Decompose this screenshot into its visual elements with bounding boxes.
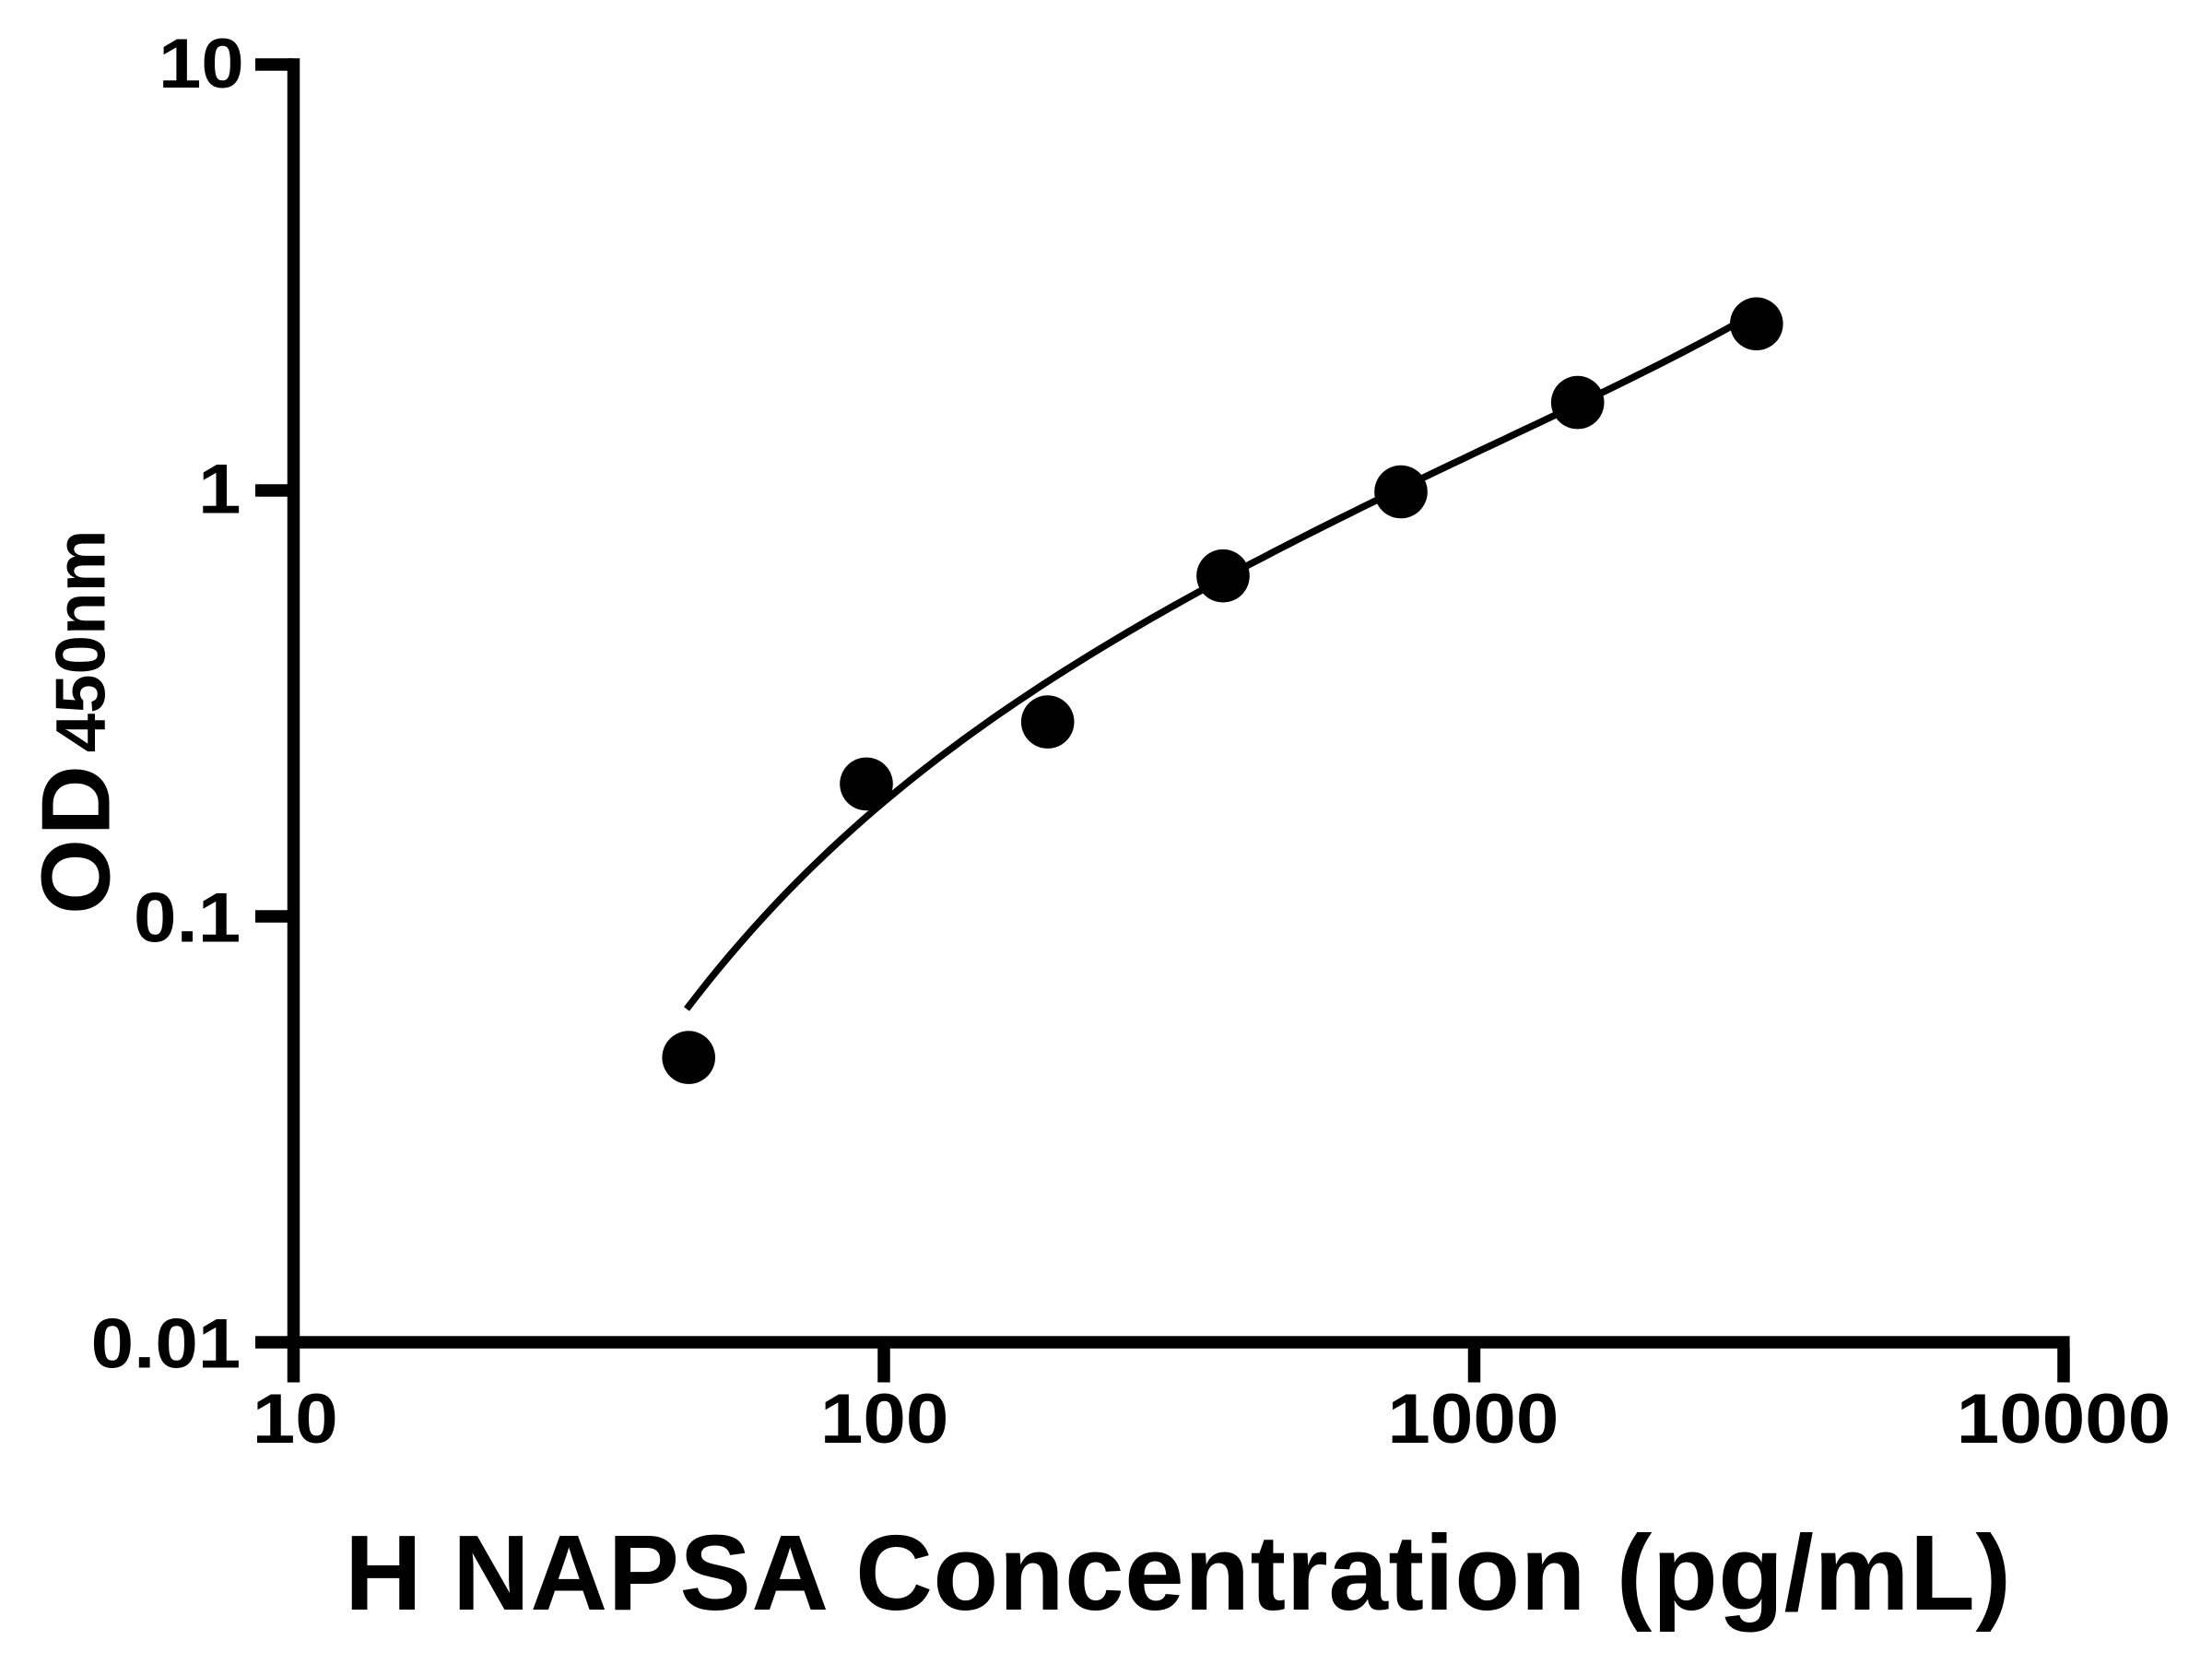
svg-text:0.01: 0.01 — [91, 1304, 241, 1383]
svg-text:OD450nm: OD450nm — [21, 530, 130, 915]
svg-text:10: 10 — [253, 1380, 338, 1458]
svg-text:1000: 1000 — [1387, 1380, 1559, 1458]
svg-text:10000: 10000 — [1957, 1380, 2171, 1458]
svg-text:0.1: 0.1 — [134, 879, 241, 957]
svg-text:H NAPSA Concentration (pg/mL): H NAPSA Concentration (pg/mL) — [345, 1513, 2011, 1633]
svg-text:100: 100 — [820, 1380, 948, 1458]
svg-text:10: 10 — [159, 24, 244, 102]
svg-text:1: 1 — [198, 450, 241, 528]
